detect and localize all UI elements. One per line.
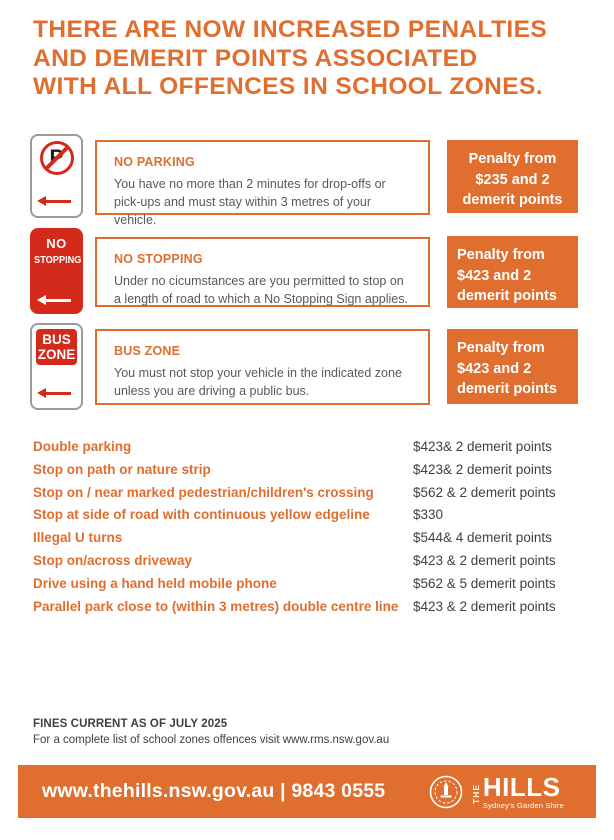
offence-penalty: $544& 4 demerit points — [413, 530, 552, 546]
penalty-line: $235 and 2 — [475, 171, 550, 188]
offence-label: Drive using a hand held mobile phone — [33, 575, 277, 591]
more-info-note: For a complete list of school zones offe… — [33, 734, 390, 746]
offence-penalty: $423 & 2 demerit points — [413, 598, 556, 614]
offence-row: Stop on/across driveway $423 & 2 demerit… — [33, 550, 593, 573]
bus-zone-sign-icon: BUS ZONE — [30, 323, 83, 410]
offence-row: Illegal U turns $544& 4 demerit points — [33, 527, 593, 550]
logo-the-text: THE — [470, 784, 481, 804]
left-arrow-icon — [37, 196, 71, 205]
penalty-line: demerit points — [462, 192, 563, 209]
bus-zone-body: You must not stop your vehicle in the in… — [114, 366, 402, 399]
no-parking-circle-icon: P — [39, 141, 74, 175]
no-parking-title: NO PARKING — [114, 155, 195, 169]
left-arrow-icon — [37, 388, 71, 397]
penalty-line: demerit points — [457, 288, 557, 305]
no-stopping-body: Under no cicumstances are you permitted … — [114, 274, 408, 307]
penalty-line: $423 and 2 — [457, 360, 532, 377]
bus-zone-sign-line2: ZONE — [37, 347, 76, 363]
offence-row: Parallel park close to (within 3 metres)… — [33, 596, 593, 619]
offence-row: Stop at side of road with continuous yel… — [33, 504, 593, 527]
offence-penalty: $562 & 2 demerit points — [413, 484, 556, 500]
offence-row: Drive using a hand held mobile phone $56… — [33, 573, 593, 596]
logo-text-block: HILLS Sydney's Garden Shire — [482, 771, 564, 810]
penalty-line: Penalty from — [457, 340, 545, 356]
offence-label: Illegal U turns — [33, 530, 123, 546]
council-seal-icon — [429, 775, 463, 809]
no-stopping-sign-icon: NO STOPPING — [30, 228, 83, 314]
offence-label: Stop on/across driveway — [33, 552, 193, 568]
bus-zone-sign-line1: BUS — [42, 332, 71, 347]
no-stopping-description-box: NO STOPPING Under no cicumstances are yo… — [95, 237, 430, 307]
no-parking-penalty-box: Penalty from $235 and 2 demerit points — [447, 140, 578, 213]
offence-penalty: $423& 2 demerit points — [413, 439, 552, 454]
page-title-line-1: THERE ARE NOW INCREASED PENALTIES — [33, 16, 548, 43]
offence-penalty: $423 & 2 demerit points — [413, 552, 556, 568]
penalty-line: demerit points — [457, 381, 557, 398]
offence-list: Double parking $423& 2 demerit points St… — [33, 436, 593, 618]
bus-zone-penalty-box: Penalty from $423 and 2 demerit points — [447, 329, 578, 404]
penalty-line: Penalty from — [457, 247, 545, 263]
offence-penalty: $423& 2 demerit points — [413, 461, 552, 477]
offence-label: Stop on / near marked pedestrian/childre… — [33, 484, 374, 500]
page-title: THERE ARE NOW INCREASED PENALTIES AND DE… — [33, 16, 593, 102]
bus-zone-title: BUS ZONE — [114, 344, 181, 358]
offence-row: Stop on / near marked pedestrian/childre… — [33, 482, 593, 505]
page-title-line-2: AND DEMERIT POINTS ASSOCIATED — [33, 44, 478, 72]
council-contact: www.thehills.nsw.gov.au | 9843 0555 — [42, 780, 386, 802]
no-parking-sign-icon: P — [30, 134, 83, 218]
offence-label: Parallel park close to (within 3 metres)… — [33, 598, 399, 614]
bus-zone-description-box: BUS ZONE You must not stop your vehicle … — [95, 329, 430, 405]
logo-tagline: Sydney's Garden Shire — [482, 800, 564, 810]
footnote: FINES CURRENT AS OF JULY 2025 For a comp… — [33, 718, 389, 746]
footer-bar: www.thehills.nsw.gov.au | 9843 0555 THE … — [18, 765, 596, 818]
bus-zone-sign-text: BUS ZONE — [36, 329, 77, 366]
offence-label: Stop on path or nature strip — [33, 461, 211, 477]
fines-current-note: FINES CURRENT AS OF JULY 2025 — [33, 718, 228, 730]
page-title-line-3: WITH ALL OFFENCES IN SCHOOL ZONES. — [33, 73, 543, 100]
the-hills-logo: THE HILLS Sydney's Garden Shire — [429, 771, 564, 810]
no-stopping-sign-line1: NO — [46, 236, 67, 251]
left-arrow-icon — [37, 295, 71, 304]
no-stopping-title: NO STOPPING — [114, 252, 203, 266]
penalty-line: $423 and 2 — [457, 267, 532, 284]
penalty-line: Penalty from — [468, 151, 557, 167]
offence-penalty: $562 & 5 demerit points — [413, 575, 556, 591]
no-stopping-sign-line2: STOPPING — [34, 254, 82, 266]
offence-label: Stop at side of road with continuous yel… — [33, 507, 370, 523]
no-parking-body: You have no more than 2 minutes for drop… — [114, 177, 386, 228]
no-parking-description-box: NO PARKING You have no more than 2 minut… — [95, 140, 430, 227]
offence-row: Stop on path or nature strip $423& 2 dem… — [33, 459, 593, 482]
offence-penalty: $330 — [413, 507, 444, 523]
no-stopping-penalty-box: Penalty from $423 and 2 demerit points — [447, 236, 578, 308]
no-stopping-sign-text: NO STOPPING — [32, 237, 81, 267]
logo-hills-text: HILLS — [482, 771, 561, 802]
offence-label: Double parking — [33, 439, 132, 454]
offence-row: Double parking $423& 2 demerit points — [33, 436, 593, 459]
